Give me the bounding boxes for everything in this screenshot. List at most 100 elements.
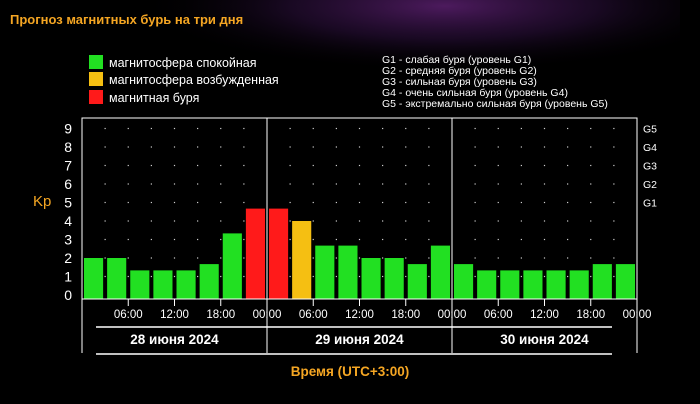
grid-dot: [127, 257, 129, 259]
grid-dot: [173, 183, 176, 185]
grid-dot: [104, 275, 106, 278]
legend-swatch-active: [89, 72, 103, 86]
grid-dot: [335, 164, 337, 167]
grid-dot: [613, 238, 615, 241]
grid-dot: [197, 127, 199, 130]
grid-dot: [613, 164, 615, 167]
grid-dot: [312, 164, 314, 167]
grid-dot: [613, 183, 615, 185]
grid-dot: [335, 257, 337, 259]
grid-dot: [220, 127, 222, 130]
grid-dot: [243, 238, 245, 241]
grid-dot: [567, 183, 569, 185]
grid-dot: [312, 275, 314, 278]
grid-dot: [474, 220, 476, 222]
grid-dot: [243, 183, 245, 185]
grid-dot: [520, 275, 522, 278]
grid-dot: [127, 127, 129, 130]
grid-dot: [567, 201, 569, 204]
bar: [500, 270, 520, 299]
grid-dot: [428, 238, 430, 241]
bar: [245, 208, 265, 299]
y-tick-label: 6: [64, 176, 72, 192]
grid-dot: [289, 183, 291, 185]
grid-dot: [405, 220, 407, 222]
grid-dot: [150, 146, 152, 148]
grid-dot: [243, 220, 245, 222]
grid-dot: [428, 201, 430, 204]
y-tick-label: 4: [64, 213, 72, 229]
x-tick-label: 18:00: [391, 309, 420, 321]
grid-dot: [243, 201, 245, 204]
grid-dot: [520, 238, 522, 241]
grid-dot: [405, 127, 407, 130]
grid-dot: [543, 220, 546, 222]
grid-dot: [312, 127, 314, 130]
grid-dot: [127, 238, 129, 241]
right-tick-label: G4: [643, 142, 657, 154]
legend-label-storm: магнитная буря: [109, 91, 199, 105]
x-axis-label: Время (UTC+3:00): [291, 364, 410, 379]
grid-dot: [104, 201, 106, 204]
bar: [569, 270, 589, 299]
grid-dot: [613, 127, 615, 130]
grid-dot: [474, 238, 476, 241]
grid-dot: [613, 257, 615, 259]
grid-dot: [590, 164, 592, 167]
grid-dot: [173, 127, 176, 130]
x-tick-label: 18:00: [576, 309, 605, 321]
grid-dot: [567, 127, 569, 130]
grid-dot: [243, 275, 245, 278]
grid-dot: [243, 164, 245, 167]
grid-dot: [590, 275, 592, 278]
grid-dot: [104, 127, 106, 130]
grid-dot: [590, 146, 592, 148]
grid-dot: [243, 127, 245, 130]
grid-dot: [220, 201, 222, 204]
grid-dot: [497, 146, 499, 148]
grid-dot: [520, 220, 522, 222]
grid-dot: [150, 164, 152, 167]
bar: [615, 264, 635, 299]
grid-dot: [197, 146, 199, 148]
grid-dot: [497, 220, 499, 222]
grid-dot: [220, 238, 222, 241]
grid-dot: [104, 257, 106, 259]
grid-dot: [543, 201, 546, 204]
grid-dot: [543, 127, 546, 130]
x-tick-label: 06:00: [299, 309, 328, 321]
grid-dot: [428, 257, 430, 259]
grid-dot: [289, 220, 291, 222]
grid-dot: [405, 257, 407, 259]
grid-dot: [613, 146, 615, 148]
grid-dot: [127, 220, 129, 222]
grid-dot: [428, 183, 430, 185]
grid-dot: [220, 146, 222, 148]
bar: [477, 270, 497, 299]
grid-dot: [243, 257, 245, 259]
grid-dot: [150, 201, 152, 204]
storm-level-g3: G3 - сильная буря (уровень G3): [382, 76, 537, 88]
right-tick-label: G3: [643, 161, 657, 173]
bar: [361, 258, 381, 299]
bar: [546, 270, 566, 299]
legend-label-active: магнитосфера возбужденная: [109, 73, 279, 87]
grid-dot: [497, 201, 499, 204]
grid-dot: [428, 146, 430, 148]
grid-dot: [405, 238, 407, 241]
bar: [407, 264, 427, 299]
grid-dot: [520, 257, 522, 259]
bar: [592, 264, 612, 299]
grid-dot: [104, 238, 106, 241]
bar: [523, 270, 543, 299]
grid-dot: [335, 220, 337, 222]
grid-dot: [497, 127, 499, 130]
grid-dot: [382, 164, 384, 167]
y-tick-label: 9: [64, 121, 72, 137]
y-tick-label: 3: [64, 232, 72, 248]
grid-dot: [173, 146, 176, 148]
y-tick-label: 7: [64, 158, 72, 174]
storm-level-g5: G5 - экстремально сильная буря (уровень …: [382, 98, 608, 110]
y-tick-label: 2: [64, 250, 72, 266]
legend-swatch-quiet: [89, 55, 103, 69]
